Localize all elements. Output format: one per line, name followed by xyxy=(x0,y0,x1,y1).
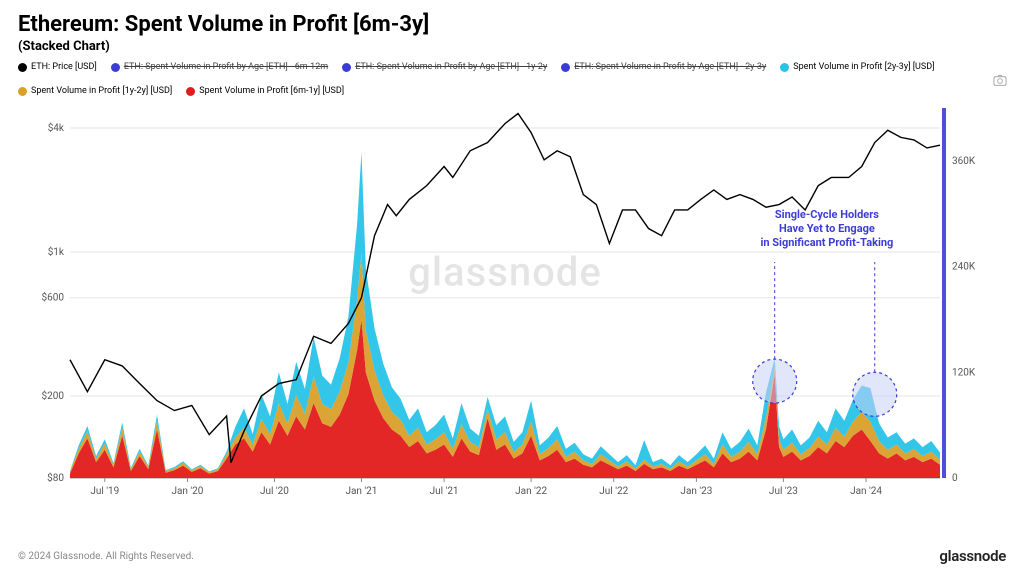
svg-text:$1k: $1k xyxy=(48,245,65,258)
chart-card: { "header":{ "title":"Ethereum: Spent Vo… xyxy=(0,0,1024,573)
chart-legend: ETH: Price [USD] ETH: Spent Volume in Pro… xyxy=(18,62,1006,96)
legend-item[interactable]: Spent Volume in Profit [6m-1y] [USD] xyxy=(186,86,344,96)
svg-text:$4k: $4k xyxy=(48,121,65,134)
svg-text:Jul '19: Jul '19 xyxy=(90,486,119,497)
legend-label: ETH: Price [USD] xyxy=(31,62,97,72)
svg-text:Jul '21: Jul '21 xyxy=(430,486,459,497)
legend-item[interactable]: ETH: Spent Volume in Profit by Age [ETH]… xyxy=(561,62,766,72)
svg-text:Have Yet to Engage: Have Yet to Engage xyxy=(779,222,875,235)
chart-title: Ethereum: Spent Volume in Profit [6m-3y] xyxy=(18,12,1006,37)
chart-plot: $80 $200 $600 $1k $4k 0 120K 240K 360K Jul '19 Jan… xyxy=(18,100,1006,512)
svg-text:$200: $200 xyxy=(42,389,65,402)
svg-text:Jan '24: Jan '24 xyxy=(850,486,882,497)
legend-item[interactable]: Spent Volume in Profit [1y-2y] [USD] xyxy=(18,86,172,96)
legend-item[interactable]: ETH: Spent Volume in Profit by Age [ETH]… xyxy=(342,62,547,72)
brand-logo: glassnode xyxy=(939,547,1006,565)
legend-label: Spent Volume in Profit [2y-3y] [USD] xyxy=(793,62,934,72)
legend-swatch xyxy=(561,63,570,72)
legend-label: ETH: Spent Volume in Profit by Age [ETH]… xyxy=(355,62,547,72)
legend-label: ETH: Spent Volume in Profit by Age [ETH]… xyxy=(124,62,328,72)
svg-text:Jan '22: Jan '22 xyxy=(515,486,547,497)
copyright: © 2024 Glassnode. All Rights Reserved. xyxy=(18,551,194,562)
legend-item[interactable]: ETH: Price [USD] xyxy=(18,62,97,72)
legend-swatch xyxy=(780,63,789,72)
legend-swatch xyxy=(186,87,195,96)
legend-label: ETH: Spent Volume in Profit by Age [ETH]… xyxy=(574,62,766,72)
svg-text:120K: 120K xyxy=(952,367,976,378)
footer: © 2024 Glassnode. All Rights Reserved. g… xyxy=(18,547,1006,565)
svg-text:Jan '21: Jan '21 xyxy=(345,486,377,497)
svg-text:$80: $80 xyxy=(47,471,64,484)
legend-item[interactable]: ETH: Spent Volume in Profit by Age [ETH]… xyxy=(111,62,328,72)
chart-subtitle: (Stacked Chart) xyxy=(18,39,1006,54)
legend-swatch xyxy=(18,87,27,96)
legend-swatch xyxy=(342,63,351,72)
legend-item[interactable]: Spent Volume in Profit [2y-3y] [USD] xyxy=(780,62,934,72)
camera-icon[interactable] xyxy=(992,72,1008,88)
svg-text:Jul '22: Jul '22 xyxy=(599,486,628,497)
svg-text:$600: $600 xyxy=(42,291,65,304)
svg-text:glassnode: glassnode xyxy=(408,249,602,296)
svg-text:Jan '20: Jan '20 xyxy=(171,486,203,497)
svg-text:0: 0 xyxy=(952,473,958,484)
legend-label: Spent Volume in Profit [6m-1y] [USD] xyxy=(199,86,344,96)
legend-swatch xyxy=(18,63,27,72)
svg-text:240K: 240K xyxy=(952,262,976,273)
svg-text:360K: 360K xyxy=(952,156,976,167)
svg-text:Single-Cycle Holders: Single-Cycle Holders xyxy=(775,208,879,221)
svg-text:Jan '23: Jan '23 xyxy=(680,486,712,497)
chart-svg: $80 $200 $600 $1k $4k 0 120K 240K 360K Jul '19 Jan… xyxy=(18,100,986,508)
legend-label: Spent Volume in Profit [1y-2y] [USD] xyxy=(31,86,172,96)
svg-text:Jul '20: Jul '20 xyxy=(260,486,289,497)
svg-text:in Significant Profit-Taking: in Significant Profit-Taking xyxy=(760,236,893,249)
svg-text:Jul '23: Jul '23 xyxy=(769,486,798,497)
legend-swatch xyxy=(111,63,120,72)
